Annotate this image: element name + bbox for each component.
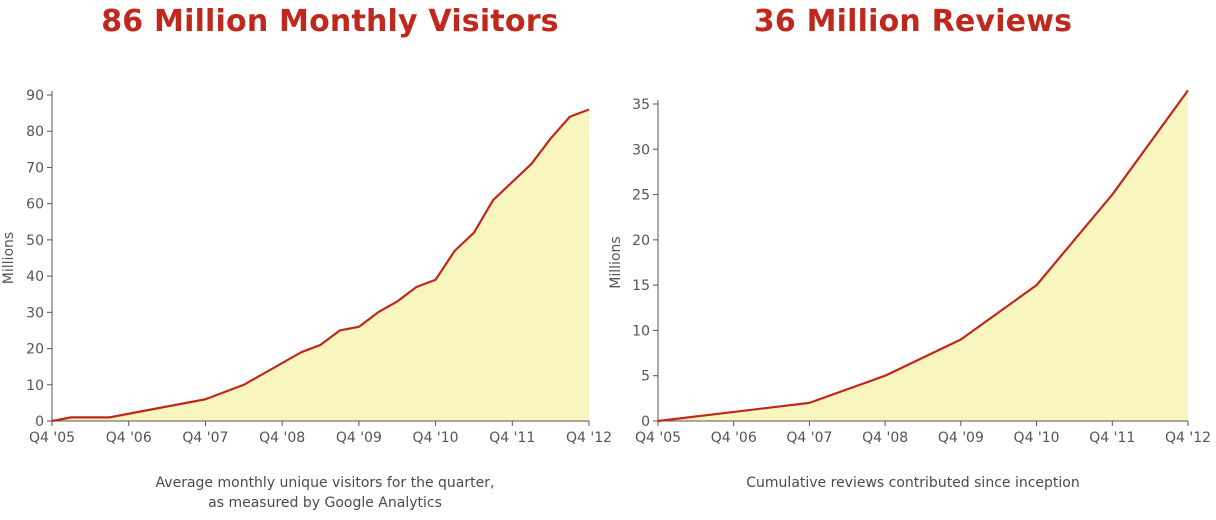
chart-title-reviews: 36 Million Reviews (753, 4, 1073, 39)
reviews-y-tick-label: 20 (632, 233, 650, 249)
caption-reviews-line-1: Cumulative reviews contributed since inc… (746, 475, 1080, 491)
reviews-y-tick-label: 25 (632, 188, 650, 204)
visitors-y-tick-label: 50 (26, 233, 44, 249)
visitors-y-tick-label: 90 (26, 88, 44, 104)
visitors-x-tick-label: Q4 '06 (106, 430, 152, 446)
visitors-chart: 0 10 20 30 40 50 60 70 80 90 Q4 '05 Q4 '06 Q4 '07 Q4 … (1, 88, 612, 446)
chart-title-visitors: 86 Million Monthly Visitors (101, 4, 559, 39)
reviews-x-tick-label: Q4 '06 (711, 430, 757, 446)
visitors-y-tick-label: 80 (26, 124, 44, 140)
visitors-y-axis-title: Millions (1, 232, 17, 284)
visitors-series-line (51, 108, 590, 423)
reviews-x-tick-label: Q4 '09 (938, 430, 984, 446)
visitors-y-tick-label: 60 (26, 197, 44, 213)
reviews-x-tick-label: Q4 '10 (1014, 430, 1060, 446)
caption-visitors: Average monthly unique visitors for the … (20, 473, 630, 513)
visitors-y-tick-label: 70 (26, 160, 44, 176)
reviews-area-fill (658, 90, 1188, 422)
reviews-y-tick-label: 30 (632, 142, 650, 158)
visitors-x-tick-label: Q4 '07 (182, 430, 228, 446)
reviews-x-tick-label: Q4 '12 (1165, 430, 1211, 446)
reviews-y-tick-label: 15 (632, 278, 650, 294)
visitors-x-tick-label: Q4 '08 (259, 430, 305, 446)
visitors-y-tick-label: 10 (26, 378, 44, 394)
reviews-y-tick-label: 35 (632, 97, 650, 113)
visitors-x-tick-label: Q4 '10 (413, 430, 459, 446)
caption-visitors-line-2: as measured by Google Analytics (208, 495, 442, 511)
reviews-y-tick-label: 5 (641, 369, 650, 385)
reviews-series-line (657, 89, 1189, 423)
reviews-x-tick-label: Q4 '07 (786, 430, 832, 446)
visitors-y-tick-label: 40 (26, 269, 44, 285)
visitors-y-tick-label: 30 (26, 305, 44, 321)
visitors-x-tick-label: Q4 '05 (29, 430, 75, 446)
visitors-x-tick-label: Q4 '09 (336, 430, 382, 446)
visitors-y-tick-label: 0 (35, 414, 44, 430)
visitors-x-tick-label: Q4 '11 (489, 430, 535, 446)
caption-reviews: Cumulative reviews contributed since inc… (610, 473, 1216, 493)
reviews-y-tick-label: 10 (632, 323, 650, 339)
visitors-area-fill (52, 109, 589, 421)
visitors-y-tick-label: 20 (26, 342, 44, 358)
caption-visitors-line-1: Average monthly unique visitors for the … (155, 475, 495, 491)
reviews-x-tick-label: Q4 '11 (1089, 430, 1135, 446)
reviews-x-tick-label: Q4 '08 (862, 430, 908, 446)
visitors-x-tick-label: Q4 '12 (566, 430, 612, 446)
reviews-y-tick-label: 0 (641, 414, 650, 430)
reviews-x-tick-label: Q4 '05 (635, 430, 681, 446)
